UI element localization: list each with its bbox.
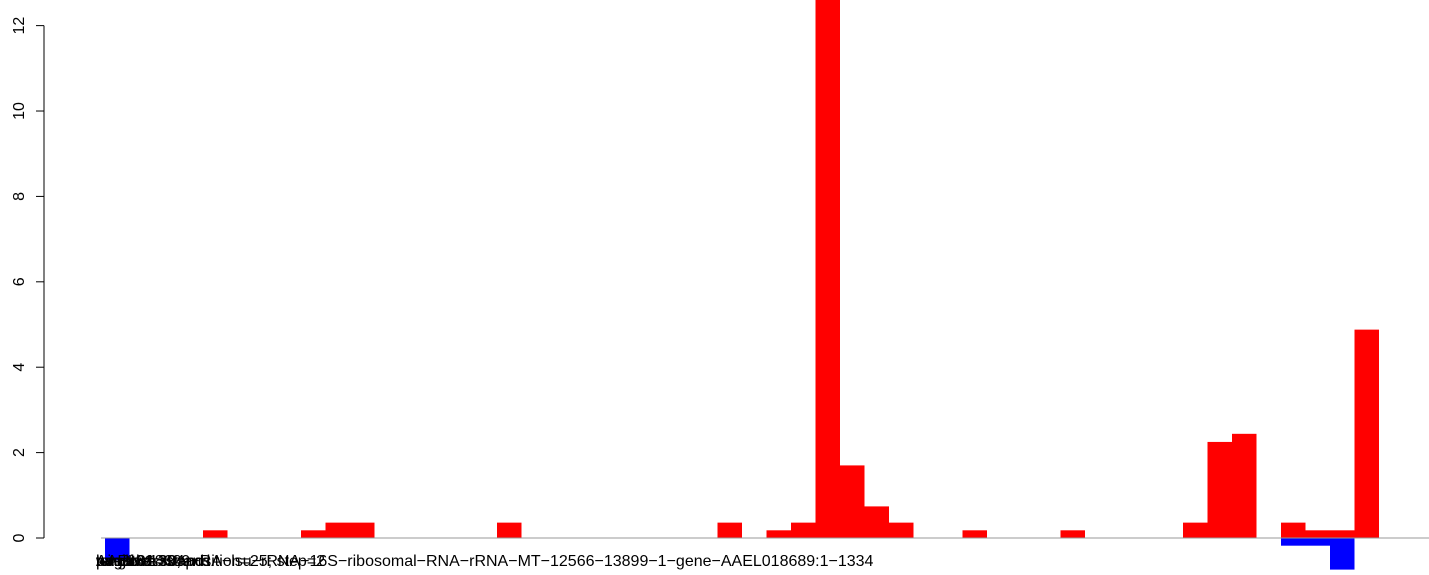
x-annotation-4: length=1334 <box>96 553 185 570</box>
bars-layer <box>105 0 1379 570</box>
bar-series1-51 <box>1330 530 1355 538</box>
x-annotation-6: AAEL018689−RA−lsu−rRNA−16S−ribosomal−RNA… <box>96 553 874 570</box>
bar-series1-47 <box>1232 433 1257 538</box>
bar-series1-17 <box>497 522 522 538</box>
bar-series1-36 <box>962 530 987 538</box>
bar-series1-5 <box>203 530 228 538</box>
y-tick-label-2: 2 <box>11 448 28 457</box>
bar-series1-26 <box>717 522 742 538</box>
x-annotation-1: window=30; position=25; step=2 <box>95 553 325 570</box>
bar-series1-30 <box>815 0 840 538</box>
bar-series1-52 <box>1354 329 1379 538</box>
bar-series1-28 <box>766 530 791 538</box>
y-tick-label-8: 8 <box>11 192 28 201</box>
bar-series1-40 <box>1060 530 1085 538</box>
y-tick-label-0: 0 <box>11 533 28 542</box>
bar-series1-31 <box>840 465 865 538</box>
y-tick-label-10: 10 <box>11 102 28 120</box>
y-tick-label-6: 6 <box>11 277 28 286</box>
y-tick-label-12: 12 <box>11 17 28 35</box>
bar-series1-46 <box>1207 441 1232 538</box>
y-tick-label-4: 4 <box>11 363 28 372</box>
bar-series1-11 <box>350 522 375 538</box>
bar-series1-9 <box>301 530 326 538</box>
bar-series1-49 <box>1281 522 1306 538</box>
bar-series1-32 <box>864 506 889 538</box>
x-annotation-3: negative=strand <box>96 553 210 570</box>
bar-series1-33 <box>889 522 914 538</box>
bar-series1-45 <box>1183 522 1208 538</box>
bar-series2-1 <box>105 538 130 561</box>
bar-series1-10 <box>325 522 350 538</box>
bar-series2-49 <box>1281 538 1306 546</box>
bar-series1-29 <box>791 522 816 538</box>
bar-series2-50 <box>1305 538 1330 546</box>
x-annotation-5: total=31 <box>96 553 153 570</box>
y-axis: 0 2 4 6 8 10 12 <box>11 17 45 542</box>
bar-series2-51 <box>1330 538 1355 570</box>
x-annotations: window=30; position=25; step=2positive=s… <box>95 553 874 570</box>
x-annotation-2: positive=strand <box>96 553 204 570</box>
bar-series1-50 <box>1305 530 1330 538</box>
